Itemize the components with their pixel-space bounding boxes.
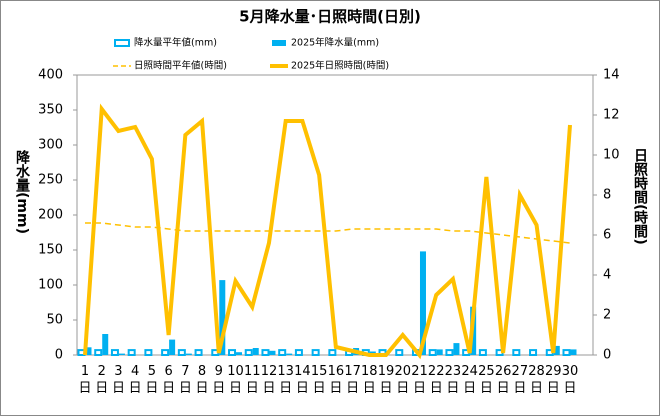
x-tick-label: 18 日 [361,364,378,396]
bar [244,349,253,357]
bar [419,251,426,355]
y-tick-label: 350 [38,103,63,118]
bar [286,353,293,355]
x-tick-label: 12 日 [261,364,278,396]
x-tick-label: 26 日 [495,364,512,396]
bar [445,349,454,357]
bar [570,349,577,355]
average-line [85,222,571,244]
y2-tick-label: 8 [603,188,611,203]
x-tick-label: 21 日 [411,364,428,396]
y-tick-label: 300 [38,138,63,153]
x-tick-label: 28 日 [528,364,545,396]
y-tick-label: 200 [38,208,63,223]
x-tick-label: 24 日 [461,364,478,396]
bar [395,349,404,357]
bar [478,349,487,357]
bar [529,349,538,357]
line [83,103,572,360]
legend-swatch [114,39,130,47]
bar [428,349,437,357]
legend-label: 2025年日照時間(時間) [291,60,389,72]
x-tick-label: 25 日 [478,364,495,396]
legend-swatch [272,40,286,46]
y-tick-label: 250 [38,173,63,188]
bar [161,349,170,357]
bar [110,349,119,357]
x-tick-label: 11 日 [244,364,261,396]
y2-tick-label: 14 [603,68,620,83]
y2-tick-label: 6 [603,228,611,243]
bar [553,345,560,355]
bar [512,349,521,357]
x-tick-label: 22 日 [428,364,445,396]
bar [261,349,270,357]
bar [102,334,109,355]
x-tick-label: 19 日 [378,364,395,396]
x-tick-label: 29 日 [545,364,562,396]
bar [278,349,287,357]
y-tick-label: 150 [38,243,63,258]
legend-label: 2025年降水量(mm) [291,37,379,49]
bar [185,353,192,355]
x-tick-label: 13 日 [277,364,294,396]
bar [236,352,243,355]
bar [144,349,153,357]
x-tick-label: 27 日 [512,364,529,396]
y2-tick-label: 10 [603,148,620,163]
x-tick-label: 10 日 [227,364,244,396]
bar [94,349,103,357]
y2-axis-label: 日照時間(時間) [632,148,648,245]
x-tick-label: 16 日 [328,364,345,396]
x-tick-label: 30 日 [562,364,579,396]
x-tick-label: 17 日 [344,364,361,396]
bar [328,349,337,357]
bar [194,349,203,357]
bar [252,348,259,355]
x-tick-label: 14 日 [294,364,311,396]
legend-label: 日照時間平年値(時間) [134,60,227,72]
y-tick-label: 100 [38,278,63,293]
y2-tick-label: 0 [603,348,611,363]
bar [453,343,460,355]
bar [118,353,125,355]
bar [562,349,571,357]
bar [311,349,320,357]
bar [177,349,186,357]
bar [294,349,303,357]
bar [436,349,443,355]
y2-tick-label: 12 [603,108,620,123]
chart-title: 5月降水量･日照時間(日別) [239,8,421,26]
legend-label: 降水量平年値(mm) [134,37,217,49]
legend: 降水量平年値(mm) 2025年降水量(mm) 日照時間平年値(時間) 2025年日照… [113,37,389,72]
bar [269,350,276,355]
bar [85,347,92,355]
x-tick-label: 15 日 [311,364,328,396]
bar [219,280,226,355]
bar [169,339,176,355]
y-tick-label: 50 [46,313,63,328]
y2-tick-label: 4 [603,268,611,283]
x-tick-label: 20 日 [394,364,411,396]
y-axis-label: 降水量(mm) [14,149,30,234]
y2-tick-label: 2 [603,308,611,323]
bar [127,349,136,357]
y-tick-label: 0 [55,348,63,363]
y-tick-label: 400 [38,68,63,83]
x-tick-label: 23 日 [445,364,462,396]
bar [228,349,237,357]
